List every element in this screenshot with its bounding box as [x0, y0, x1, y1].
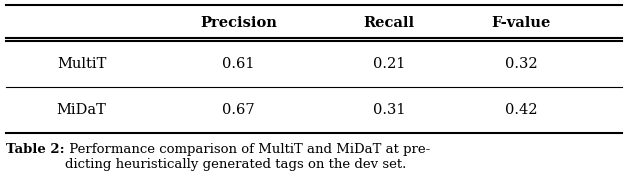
Text: 0.61: 0.61 — [222, 57, 255, 71]
Text: F-value: F-value — [492, 16, 551, 30]
Text: MultiT: MultiT — [57, 57, 106, 71]
Text: 0.67: 0.67 — [222, 103, 255, 117]
Text: Recall: Recall — [364, 16, 415, 30]
Text: Performance comparison of MultiT and MiDaT at pre-
dicting heuristically generat: Performance comparison of MultiT and MiD… — [65, 143, 430, 171]
Text: 0.21: 0.21 — [373, 57, 406, 71]
Text: Table 2:: Table 2: — [6, 143, 65, 156]
Text: 0.31: 0.31 — [373, 103, 406, 117]
Text: Precision: Precision — [200, 16, 277, 30]
Text: 0.32: 0.32 — [505, 57, 538, 71]
Text: 0.42: 0.42 — [505, 103, 538, 117]
Text: MiDaT: MiDaT — [57, 103, 107, 117]
